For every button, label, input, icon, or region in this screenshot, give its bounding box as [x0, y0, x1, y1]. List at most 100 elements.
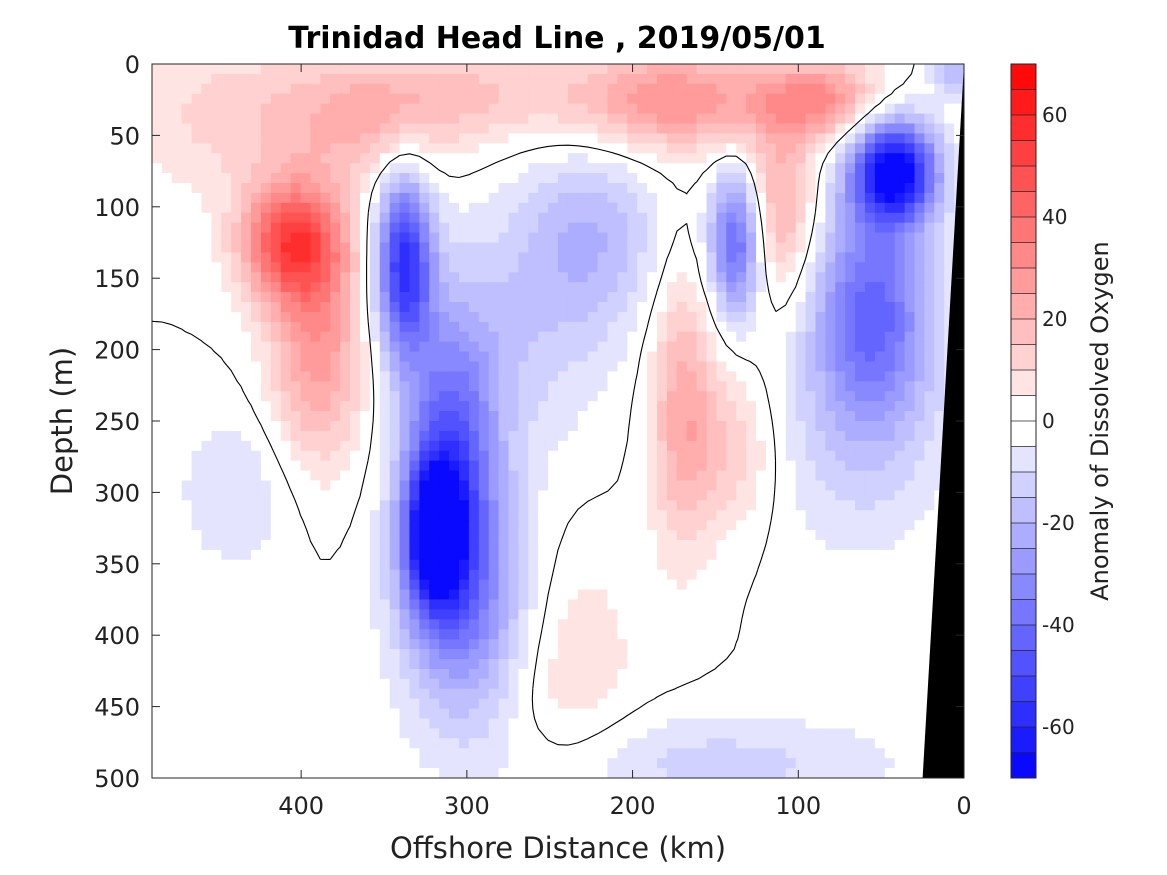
contour-cell — [805, 460, 817, 472]
contour-cell — [369, 649, 381, 660]
contour-cell — [904, 113, 916, 125]
contour-cell — [449, 619, 460, 630]
contour-cell — [548, 540, 559, 551]
contour-cell — [587, 232, 599, 244]
contour-cell — [528, 589, 539, 601]
contour-cell — [458, 64, 470, 75]
contour-cell — [558, 520, 569, 531]
contour-cell — [290, 609, 302, 620]
contour-cell — [191, 173, 203, 184]
contour-cell — [894, 549, 906, 561]
contour-cell — [270, 183, 282, 194]
contour-cell — [558, 609, 569, 620]
contour-cell — [934, 163, 945, 174]
contour-cell — [558, 421, 569, 432]
contour-cell — [864, 143, 876, 154]
contour-cell — [558, 311, 569, 323]
contour-cell — [389, 232, 401, 244]
contour-cell — [617, 64, 628, 75]
contour-cell — [310, 599, 321, 611]
contour-cell — [152, 163, 163, 174]
contour-cell — [914, 639, 925, 650]
contour-cell — [795, 569, 807, 581]
contour-cell — [439, 430, 450, 442]
contour-cell — [528, 619, 539, 630]
contour-cell — [369, 569, 381, 581]
contour-cell — [171, 292, 183, 303]
contour-cell — [716, 401, 727, 412]
contour-cell — [607, 579, 619, 591]
contour-cell — [528, 252, 539, 263]
contour-cell — [538, 222, 549, 234]
contour-cell — [369, 589, 381, 601]
contour-cell — [746, 93, 757, 105]
contour-cell — [191, 272, 203, 283]
contour-cell — [666, 609, 678, 620]
contour-cell — [449, 133, 460, 144]
contour-cell — [835, 183, 846, 194]
contour-cell — [191, 381, 203, 392]
contour-cell — [340, 192, 351, 204]
contour-cell — [498, 321, 510, 333]
contour-cell — [686, 113, 698, 125]
contour-cell — [221, 143, 232, 154]
contour-cell — [637, 609, 648, 620]
contour-cell — [260, 490, 272, 501]
contour-cell — [528, 490, 539, 501]
contour-cell — [231, 292, 242, 303]
contour-cell — [310, 173, 321, 184]
contour-cell — [845, 629, 856, 640]
contour-cell — [785, 411, 797, 422]
contour-cell — [666, 202, 678, 214]
contour-cell — [577, 381, 589, 392]
contour-cell — [528, 549, 539, 561]
contour-cell — [538, 381, 549, 392]
contour-cell — [439, 202, 450, 214]
contour-cell — [300, 421, 312, 432]
contour-cell — [686, 639, 698, 650]
contour-cell — [894, 64, 906, 75]
contour-cell — [825, 341, 836, 353]
contour-cell — [508, 440, 519, 452]
contour-cell — [439, 549, 450, 561]
contour-cell — [538, 173, 549, 184]
contour-cell — [359, 262, 371, 273]
contour-cell — [538, 599, 549, 611]
contour-cell — [538, 450, 549, 462]
contour-cell — [637, 371, 648, 382]
contour-cell — [211, 212, 222, 224]
contour-cell — [696, 341, 708, 353]
contour-cell — [340, 649, 351, 660]
contour-cell — [894, 460, 906, 472]
contour-cell — [359, 549, 371, 561]
contour-cell — [577, 222, 589, 234]
contour-cell — [488, 173, 500, 184]
contour-cell — [320, 262, 331, 273]
contour-cell — [518, 500, 529, 511]
contour-cell — [251, 430, 262, 442]
contour-cell — [627, 599, 638, 611]
contour-cell — [300, 540, 312, 551]
contour-cell — [369, 83, 381, 95]
contour-cell — [666, 242, 678, 254]
contour-cell — [528, 262, 539, 273]
contour-cell — [765, 311, 777, 323]
contour-cell — [894, 302, 906, 313]
contour-cell — [696, 480, 708, 492]
contour-cell — [686, 242, 698, 254]
contour-cell — [736, 569, 747, 581]
contour-cell — [617, 262, 628, 273]
contour-cell — [161, 113, 173, 125]
contour-cell — [874, 549, 886, 561]
contour-cell — [379, 302, 391, 313]
contour-cell — [468, 440, 480, 452]
contour-cell — [211, 589, 222, 601]
contour-cell — [825, 331, 836, 343]
contour-cell — [429, 401, 440, 412]
contour-cell — [379, 520, 391, 531]
contour-cell — [251, 292, 262, 303]
contour-cell — [805, 113, 817, 125]
contour-cell — [785, 163, 797, 174]
contour-cell — [716, 470, 727, 482]
contour-cell — [874, 183, 886, 194]
